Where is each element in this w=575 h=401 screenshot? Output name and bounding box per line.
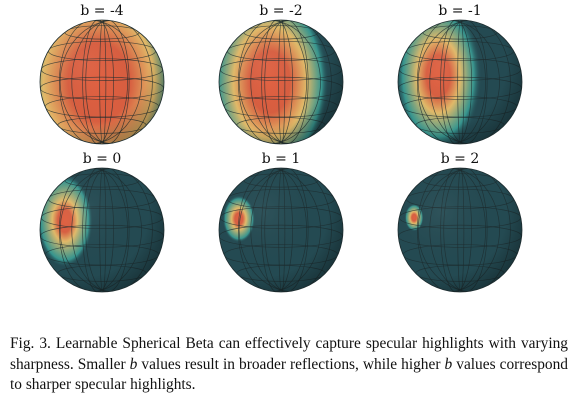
caption-text-1: Fig. 3. Learnable Spherical Beta can eff… [10,335,568,373]
sphere-panel-2 [397,19,523,145]
panel-label-b-1: b = 1 [261,151,301,167]
panel-label-b-minus-1: b = -1 [438,3,482,19]
panel-label-b-0: b = 0 [82,151,122,167]
sphere-panel-5 [397,167,523,293]
figure: b = -4 b = -2 b = -1 b = 0 b = 1 b = 2 [39,3,523,293]
panel-label-b-minus-2: b = -2 [259,3,303,19]
sphere-panel-3 [39,167,165,293]
caption-text-3: values correspond to sharper specular hi… [10,355,568,394]
caption-variable-b-2: b [444,355,453,373]
panel-label-b-minus-4: b = -4 [80,3,124,19]
sphere-panel-1 [218,19,344,145]
caption-variable-b-1: b [129,355,138,373]
sphere-panel-4 [218,167,344,293]
caption-text-2: values result in broader reflections, wh… [137,355,445,373]
panel-label-b-2: b = 2 [440,151,480,167]
sphere-grid-figure [39,19,523,293]
figure-caption: Fig. 3. Learnable Spherical Beta can eff… [10,334,568,396]
